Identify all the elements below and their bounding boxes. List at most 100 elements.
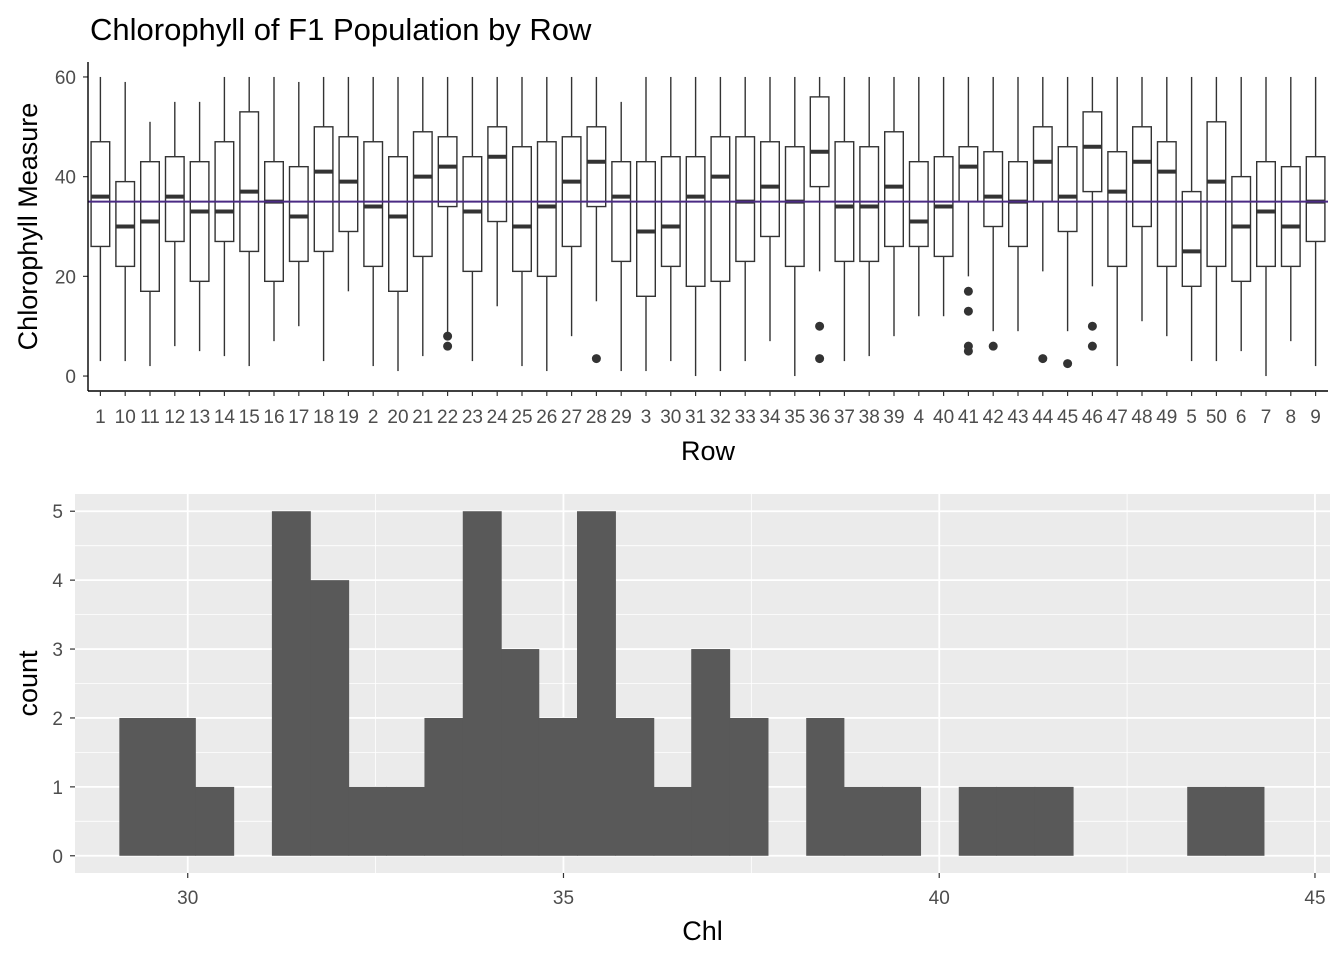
box-21 [412, 131, 433, 258]
y-tick-label: 2 [52, 709, 63, 730]
box-12 [164, 156, 185, 243]
histogram-bar [615, 717, 655, 856]
x-tick-label: 47 [1107, 407, 1128, 428]
box-23 [462, 156, 483, 273]
x-tick-label: 9 [1310, 407, 1321, 428]
x-tick-label: 35 [553, 888, 574, 909]
x-axis-title: Row [681, 436, 736, 466]
x-tick-label: 6 [1236, 407, 1247, 428]
outlier-point [443, 331, 453, 341]
y-tick-label: 0 [65, 367, 76, 388]
box-47 [1107, 151, 1128, 268]
x-tick-label: 46 [1082, 407, 1103, 428]
x-tick-label: 10 [115, 407, 136, 428]
histogram-bar [1034, 786, 1074, 856]
box-18 [313, 126, 334, 253]
box-38 [859, 146, 880, 263]
box-48 [1131, 126, 1152, 228]
boxplot-panel: Chlorophyll of F1 Population by Row 0 20 40… [13, 12, 1328, 466]
box-26 [536, 141, 557, 278]
chart-title: Chlorophyll of F1 Population by Row [90, 12, 592, 47]
histogram-bar [501, 649, 540, 856]
x-tick-label: 32 [710, 407, 731, 428]
histogram-bar [310, 580, 350, 856]
box-34 [760, 141, 781, 238]
box-9 [1305, 156, 1326, 243]
x-tick-label: 37 [834, 407, 855, 428]
histogram-bar [538, 717, 578, 856]
box-15 [239, 111, 260, 253]
outlier-point [815, 321, 825, 331]
x-tick-label: 21 [412, 407, 433, 428]
histogram-bar [653, 786, 692, 856]
y-axis-title: Chlorophyll Measure [13, 103, 43, 351]
y-tick-label: 5 [52, 502, 63, 523]
outlier-point [443, 341, 453, 351]
x-tick-label: 3 [641, 407, 652, 428]
x-tick-label: 40 [933, 407, 954, 428]
x-tick-label: 15 [239, 407, 260, 428]
x-tick-label: 41 [958, 407, 979, 428]
box-27 [561, 136, 582, 248]
box-31 [685, 156, 706, 288]
x-tick-label: 42 [983, 407, 1004, 428]
histogram-bar [119, 717, 159, 856]
histogram-bar [691, 649, 731, 856]
histogram-bar [424, 717, 464, 856]
x-tick-label: 31 [685, 407, 706, 428]
box-45 [1057, 146, 1078, 233]
y-tick-label: 0 [52, 847, 63, 868]
x-tick-label: 11 [140, 407, 160, 428]
histogram-bar [195, 786, 235, 856]
x-tick-label: 20 [387, 407, 408, 428]
y-tick-label: 40 [55, 168, 76, 189]
box-46 [1082, 111, 1103, 193]
x-tick-label: 8 [1286, 407, 1297, 428]
box-17 [288, 165, 309, 263]
box-22 [437, 136, 458, 208]
x-tick-label: 28 [586, 407, 607, 428]
x-tick-label: 29 [611, 407, 632, 428]
x-tick-label: 45 [1304, 888, 1325, 909]
box-3 [636, 160, 657, 297]
y-tick-label: 20 [55, 267, 76, 288]
x-tick-label: 12 [164, 407, 185, 428]
x-tick-label: 30 [660, 407, 681, 428]
box-29 [611, 160, 632, 263]
histogram-bar [843, 786, 883, 856]
histogram-bar [996, 786, 1036, 856]
outlier-point [1038, 354, 1048, 364]
x-tick-label: 7 [1261, 407, 1272, 428]
histogram-bar [157, 717, 196, 856]
box-8 [1280, 165, 1301, 268]
box-30 [660, 156, 681, 268]
x-tick-label: 48 [1131, 407, 1152, 428]
x-tick-label: 39 [883, 407, 904, 428]
histogram-bar [386, 786, 426, 856]
y-axis-title: count [13, 650, 43, 717]
x-tick-label: 30 [177, 888, 198, 909]
x-tick-label: 5 [1186, 407, 1197, 428]
histogram-bar [729, 717, 769, 856]
x-tick-label: 49 [1156, 407, 1177, 428]
box-7 [1255, 160, 1276, 268]
box-44 [1032, 126, 1053, 203]
x-tick-label: 13 [189, 407, 210, 428]
box-4 [908, 160, 929, 248]
box-39 [884, 131, 905, 248]
y-tick-label: 1 [52, 778, 63, 799]
box-32 [710, 136, 731, 283]
outlier-point [815, 354, 825, 364]
x-tick-label: 27 [561, 407, 582, 428]
x-tick-label: 19 [338, 407, 359, 428]
box-41 [958, 146, 979, 203]
x-tick-label: 2 [368, 407, 379, 428]
outlier-point [591, 354, 601, 364]
box-19 [338, 136, 359, 233]
x-tick-label: 23 [462, 407, 483, 428]
box-28 [586, 126, 607, 208]
x-tick-label: 50 [1206, 407, 1227, 428]
box-25 [512, 146, 533, 273]
box-35 [784, 146, 805, 268]
y-tick-label: 4 [52, 571, 63, 592]
